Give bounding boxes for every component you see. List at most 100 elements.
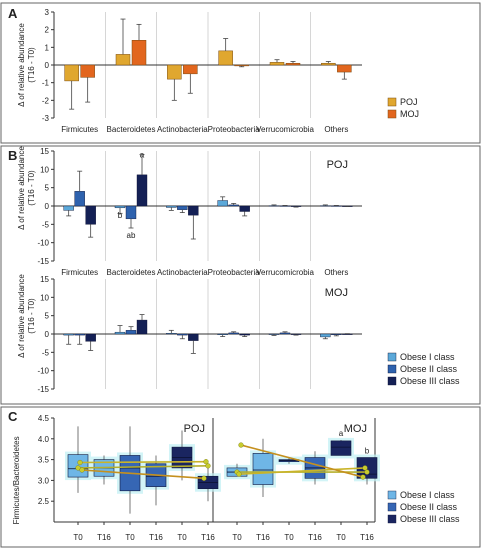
- panel-b-moj-y-tick-label: 5: [45, 312, 50, 321]
- panel-b-moj-bar: [85, 333, 96, 342]
- panel-b-poj-bar: [63, 205, 74, 211]
- panel-b-legend-swatch: [387, 352, 397, 362]
- panel-b-moj-bar: [239, 333, 250, 336]
- panel-c-poj-x-tick-label: T16: [201, 533, 215, 542]
- panel-c-poj-trend-point: [205, 463, 211, 469]
- panel-b-moj-bar: [166, 333, 177, 335]
- panel-b-moj-bar: [279, 332, 291, 335]
- panel-a-y-tick-label: 0: [45, 61, 50, 70]
- panel-b-poj-category-label: Others: [324, 268, 348, 277]
- panel-b-poj-category-label: Actinobacteria: [157, 268, 208, 277]
- panel-b-poj-bar: [177, 205, 188, 210]
- panel-a-y-tick-label: 1: [45, 43, 50, 52]
- panel-a-chart: -3 -2 -1 0 1 2 3 Δ of relative abundance (T16 - …: [17, 8, 419, 134]
- panel-c-y-label: Firmicutes/Bacteroidetes: [12, 436, 21, 524]
- panel-c-moj-x-tick-label: T0: [336, 533, 346, 542]
- panel-b-poj-y-tick-label: 5: [45, 184, 50, 193]
- panel-c-y-tick-label: 3.5: [38, 456, 50, 465]
- panel-a-bar-poj: [167, 64, 182, 80]
- panel-c-legend-swatch: [387, 502, 397, 512]
- panel-c-moj-x-tick-label: T16: [256, 533, 270, 542]
- panel-a-category-label: Others: [324, 125, 348, 134]
- panel-b-moj-y-tick-label: 15: [40, 275, 49, 284]
- panel-b-moj-bar: [114, 331, 126, 335]
- panel-a-bar-moj: [234, 64, 249, 67]
- panel-b-poj-category-label: Proteobacteria: [208, 268, 261, 277]
- panel-c-poj-trend-point: [77, 459, 83, 466]
- panel-b-legend-label: Obese II class: [400, 364, 458, 374]
- panel-b-legend-label: Obese I class: [400, 352, 455, 362]
- panel-c-poj-trend-line: [81, 469, 205, 480]
- panel-b-legend-swatch: [387, 364, 397, 374]
- panel-b-poj-y-tick-label: 10: [40, 165, 49, 174]
- panel-c-moj-x-tick-label: T16: [308, 533, 322, 542]
- panel-b-moj-bar: [63, 333, 74, 336]
- panel-a-legend-swatch: [387, 109, 397, 119]
- panel-b-moj-bar: [136, 319, 148, 335]
- panel-b-moj-bar: [320, 333, 331, 338]
- panel-b-poj-bar: [114, 205, 126, 209]
- panel-c-moj-trend-line: [240, 444, 364, 478]
- panel-a-y-tick-label: 2: [45, 26, 50, 35]
- panel-b-poj-bar: [166, 205, 177, 208]
- panel-c-moj-significance-letter: a: [339, 429, 344, 438]
- panel-a-bar-moj: [285, 62, 301, 66]
- panel-b-frame: [0, 145, 481, 405]
- panel-b-poj-category-label: Bacteroidetes: [107, 268, 156, 277]
- panel-c-poj-subpanel-label: POJ: [184, 423, 205, 435]
- panel-b-poj-bar: [239, 205, 250, 212]
- panel-c-moj-trend-point: [238, 442, 244, 448]
- panel-a-category-label: Bacteroidetes: [107, 125, 156, 134]
- panel-b-moj-y-label: (T16 - T0): [27, 298, 36, 334]
- panel-b-poj-y-tick-label: 0: [45, 202, 50, 211]
- panel-b-poj-bar: [320, 205, 331, 207]
- panel-b-poj-y-tick-label: -10: [37, 239, 49, 248]
- panel-c-moj-trend-point: [236, 471, 242, 477]
- panel-c-moj-trend-point: [362, 465, 368, 471]
- panel-b-poj-bar: [228, 204, 239, 207]
- panel-b-poj-bar: [268, 205, 280, 207]
- panel-c-moj-box: [330, 440, 352, 456]
- panel-b-poj-bar: [85, 205, 96, 225]
- panel-c-legend-swatch: [387, 490, 397, 500]
- panel-a-y-label: (T16 - T0): [27, 47, 36, 83]
- panel-c-moj-trend-line: [238, 467, 366, 475]
- panel-letter-c: C: [8, 409, 18, 424]
- panel-b-moj-y-label: Δ of relative abundance: [17, 274, 26, 358]
- panel-b-poj-y-label: (T16 - T0): [27, 170, 36, 206]
- panel-c-y-tick-label: 4.0: [38, 435, 50, 444]
- panel-b-moj-bar: [177, 333, 188, 336]
- panel-a-bar-poj: [64, 64, 79, 82]
- panel-c-moj-x-tick-label: T0: [232, 533, 242, 542]
- panel-c-poj-trend-point: [75, 465, 81, 471]
- panel-c-moj-significance-letter: b: [365, 447, 370, 456]
- panel-a-legend-swatch: [387, 97, 397, 107]
- panel-b-poj-significance-letter: a: [140, 151, 145, 160]
- panel-b-legend-label: Obese III class: [400, 376, 460, 386]
- panel-a-bar-moj: [337, 64, 352, 73]
- panel-b-moj-y-tick-label: -15: [37, 385, 49, 394]
- panel-b-moj-bar: [125, 330, 137, 335]
- panel-b-moj-bar: [217, 333, 228, 335]
- panel-c-poj-trend-line: [77, 465, 209, 469]
- panel-c-poj-x-tick-label: T16: [97, 533, 111, 542]
- panel-c-moj-trend-point: [364, 469, 370, 475]
- panel-a-legend-label: MOJ: [400, 109, 419, 119]
- panel-c-poj-trend-point: [79, 467, 85, 473]
- panel-b-poj-significance-letter: b: [118, 211, 123, 220]
- panel-b-moj-bar: [342, 333, 353, 335]
- panel-b-moj-bar: [74, 333, 85, 336]
- panel-c-legend-label: Obese II class: [400, 502, 458, 512]
- panel-a-frame: [0, 2, 481, 144]
- panel-c-legend-swatch: [387, 514, 397, 524]
- panel-a-bar-moj: [80, 64, 95, 78]
- panel-b-moj-bar: [331, 333, 342, 335]
- panel-a-y-tick-label: -2: [42, 96, 50, 105]
- panel-a-category-label: Firmicutes: [61, 125, 98, 134]
- panel-c-poj-trend-point: [203, 459, 209, 465]
- panel-c-moj-x-tick-label: T16: [360, 533, 374, 542]
- panel-c-y-tick-label: 4.5: [38, 414, 50, 423]
- panel-b-poj-bar: [279, 205, 291, 207]
- panel-c-y-tick-label: 2.5: [38, 497, 50, 506]
